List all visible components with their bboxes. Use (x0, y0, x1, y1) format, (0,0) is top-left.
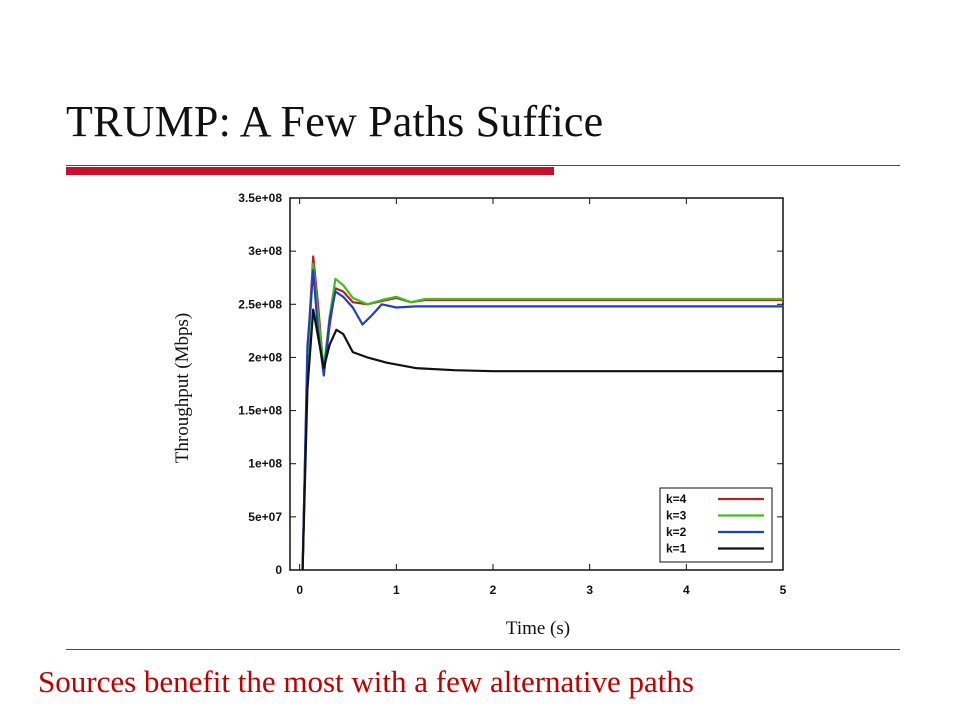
legend-label: k=2 (666, 525, 687, 539)
series-line-k-3 (301, 262, 783, 571)
x-tick-label: 3 (586, 583, 593, 597)
y-tick-label: 0 (275, 563, 282, 577)
slide-title: TRUMP: A Few Paths Suffice (66, 97, 604, 146)
series-line-k-2 (301, 269, 783, 571)
legend-box (659, 487, 773, 563)
x-tick-label: 0 (296, 583, 303, 597)
y-tick-label: 3e+08 (248, 244, 282, 258)
caption-rule (66, 649, 900, 650)
plot-frame (289, 197, 784, 571)
series-line-k-1 (301, 308, 783, 571)
y-tick-label: 1e+08 (248, 457, 282, 471)
x-tick-label: 4 (683, 583, 690, 597)
legend-label: k=1 (666, 542, 687, 556)
title-rule-thick (66, 167, 554, 175)
y-tick-label: 3.5e+08 (238, 191, 282, 205)
y-tick-label: 1.5e+08 (238, 404, 282, 418)
y-tick-label: 2.5e+08 (238, 297, 282, 311)
legend-label: k=3 (666, 509, 687, 523)
y-axis-title: Throughput (Mbps) (172, 313, 193, 463)
y-tick-label: 2e+08 (248, 350, 282, 364)
x-tick-label: 5 (780, 583, 787, 597)
y-tick-label: 5e+07 (248, 510, 282, 524)
legend-label: k=4 (666, 492, 687, 506)
x-tick-label: 2 (490, 583, 497, 597)
x-tick-label: 1 (393, 583, 400, 597)
title-rule-thin (66, 165, 900, 166)
x-axis-title: Time (s) (506, 618, 570, 639)
slide-caption: Sources benefit the most with a few alte… (38, 664, 694, 699)
